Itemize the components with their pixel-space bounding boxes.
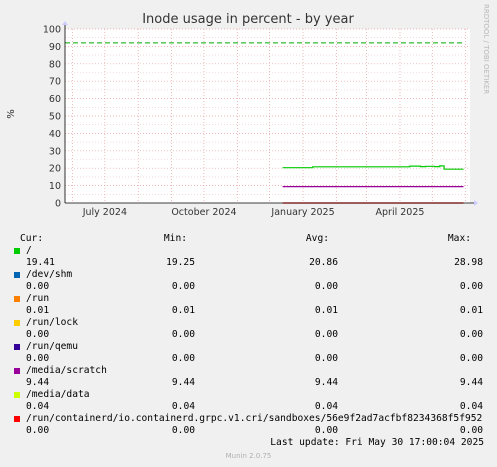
legend-values-row: 0.00 0.00 0.00 0.00 [0, 329, 497, 341]
legend-item: / [0, 245, 497, 257]
legend-series-name: /run/lock [26, 317, 78, 328]
munin-version: Munin 2.0.75 [225, 452, 272, 460]
legend-value-avg: 0.01 [314, 305, 338, 316]
grid [65, 28, 470, 203]
legend-swatch [14, 392, 20, 398]
legend-series-name: /dev/shm [26, 269, 73, 280]
x-tick-label: January 2025 [270, 207, 334, 218]
legend-value-cur: 9.44 [26, 377, 50, 388]
legend-item: /dev/shm [0, 269, 497, 281]
legend-swatch [14, 272, 20, 278]
legend-series-name: /media/data [26, 389, 90, 400]
legend-value-cur: 0.01 [26, 305, 50, 316]
legend-value-min: 0.00 [171, 329, 195, 340]
legend-values-row: 0.01 0.01 0.01 0.01 [0, 305, 497, 317]
legend-value-max: 0.04 [459, 401, 483, 412]
legend-value-min: 9.44 [171, 377, 195, 388]
series-line [282, 165, 464, 170]
legend-value-min: 0.04 [171, 401, 195, 412]
legend-value-avg: 0.04 [314, 401, 338, 412]
legend-item: /run/containerd/io.containerd.grpc.v1.cr… [0, 413, 497, 425]
legend-value-max: 0.01 [459, 305, 483, 316]
legend-value-max: 0.00 [459, 329, 483, 340]
legend-values-row: 0.00 0.00 0.00 0.00 [0, 425, 497, 437]
y-tick-label: 100 [43, 25, 61, 36]
legend-value-min: 19.25 [166, 257, 195, 268]
y-axis-arrow [62, 21, 68, 25]
legend-value-avg: 20.86 [309, 257, 338, 268]
x-axis-arrow [474, 200, 478, 206]
chart: 0 10 20 30 40 50 60 70 80 90 100 July 2024 October 2… [6, 12, 478, 218]
axes: 0 10 20 30 40 50 60 70 80 90 100 July 2024 October 2… [43, 21, 478, 218]
legend-values-row: 9.44 9.44 9.44 9.44 [0, 377, 497, 389]
y-tick-label: 30 [49, 146, 61, 157]
legend-swatch [14, 344, 20, 350]
last-update: Last update: Fri May 30 17:00:04 2025 [270, 437, 484, 448]
legend-item: /run/lock [0, 317, 497, 329]
legend-value-cur: 0.00 [26, 353, 50, 364]
legend-value-avg: 0.00 [314, 353, 338, 364]
y-axis-label: % [6, 109, 17, 119]
legend-swatch [14, 296, 20, 302]
legend-swatch [14, 368, 20, 374]
y-tick-label: 80 [49, 59, 61, 70]
legend-series-name: /run/qemu [26, 341, 78, 352]
legend-value-avg: 0.00 [314, 281, 338, 292]
legend-values-row: 0.04 0.04 0.04 0.04 [0, 401, 497, 413]
x-tick-label: July 2024 [82, 207, 127, 218]
legend-value-min: 0.00 [171, 353, 195, 364]
y-tick-label: 50 [49, 112, 61, 123]
legend-value-min: 0.00 [171, 281, 195, 292]
y-tick-label: 70 [49, 77, 61, 88]
legend-rows: /19.41 19.25 20.86 28.98/dev/shm 0.00 0.00 0.0… [0, 245, 497, 437]
legend-value-max: 9.44 [459, 377, 483, 388]
x-tick-label: October 2024 [171, 207, 236, 218]
legend-series-name: /run/containerd/io.containerd.grpc.v1.cr… [26, 413, 483, 424]
rrdtool-credit: RRDTOOL / TOBI OETIKER [482, 4, 490, 95]
legend-header-avg: Avg: [305, 233, 329, 244]
legend-item: /media/data [0, 389, 497, 401]
legend-value-cur: 0.00 [26, 329, 50, 340]
legend-header-min: Min: [163, 233, 187, 244]
legend-swatch [14, 416, 20, 422]
x-tick-label: April 2025 [376, 207, 425, 218]
legend-value-cur: 19.41 [26, 257, 55, 268]
legend-value-min: 0.00 [171, 425, 195, 436]
legend-values-row: 0.00 0.00 0.00 0.00 [0, 353, 497, 365]
legend-item: /run/qemu [0, 341, 497, 353]
legend-header-row: Cur: Min: Avg: Max: [0, 233, 497, 245]
legend-value-max: 0.00 [459, 281, 483, 292]
legend-value-max: 0.00 [459, 353, 483, 364]
legend: Cur: Min: Avg: Max: /19.41 19.25 20.86 28.9… [0, 233, 497, 437]
legend-swatch [14, 320, 20, 326]
legend-header-cur: Cur: [20, 233, 44, 244]
legend-value-avg: 9.44 [314, 377, 338, 388]
legend-values-row: 0.00 0.00 0.00 0.00 [0, 281, 497, 293]
legend-value-cur: 0.04 [26, 401, 50, 412]
legend-swatch [14, 248, 20, 254]
chart-title: Inode usage in percent - by year [142, 12, 354, 27]
legend-value-max: 0.00 [459, 425, 483, 436]
legend-value-cur: 0.00 [26, 281, 50, 292]
legend-header-max: Max: [447, 233, 471, 244]
legend-value-avg: 0.00 [314, 329, 338, 340]
legend-series-name: /media/scratch [26, 365, 107, 376]
legend-item: /media/scratch [0, 365, 497, 377]
y-tick-label: 10 [49, 181, 61, 192]
legend-value-min: 0.01 [171, 305, 195, 316]
legend-values-row: 19.41 19.25 20.86 28.98 [0, 257, 497, 269]
y-tick-label: 40 [49, 129, 61, 140]
legend-series-name: / [26, 245, 32, 256]
y-tick-label: 60 [49, 94, 61, 105]
legend-series-name: /run [26, 293, 50, 304]
legend-item: /run [0, 293, 497, 305]
legend-value-max: 28.98 [454, 257, 483, 268]
y-tick-label: 0 [55, 199, 61, 210]
y-tick-label: 90 [49, 42, 61, 53]
legend-value-avg: 0.00 [314, 425, 338, 436]
y-tick-label: 20 [49, 164, 61, 175]
plot-area [65, 29, 470, 203]
legend-value-cur: 0.00 [26, 425, 50, 436]
